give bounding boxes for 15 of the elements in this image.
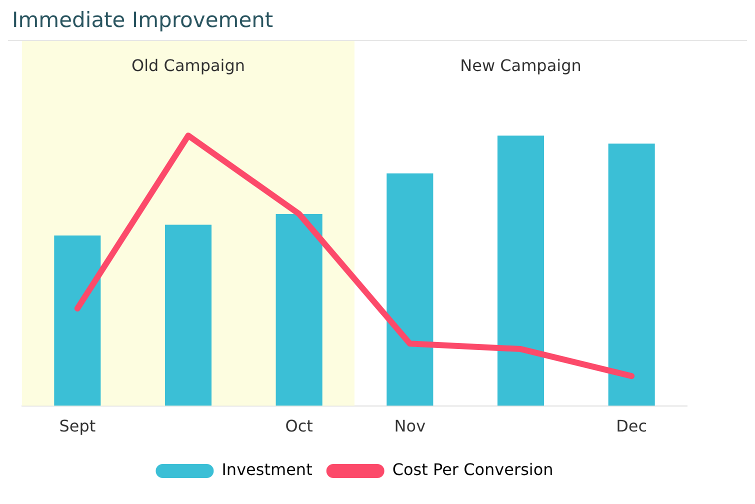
bar (54, 236, 101, 406)
legend-label: Cost Per Conversion (392, 460, 554, 480)
x-tick-label: Dec (616, 416, 648, 436)
band-label: Old Campaign (131, 56, 246, 76)
legend-label: Investment (222, 460, 312, 480)
chart-title: Immediate Improvement (8, 8, 747, 41)
bar (608, 144, 655, 406)
x-tick-label: Sept (59, 416, 96, 436)
text: New Campaign (460, 56, 582, 76)
bar (497, 136, 544, 406)
x-tick-label: Nov (394, 416, 426, 436)
x-tick-label: Oct (285, 416, 313, 436)
bar (164, 224, 212, 406)
bar (276, 214, 322, 406)
bar (386, 173, 434, 406)
